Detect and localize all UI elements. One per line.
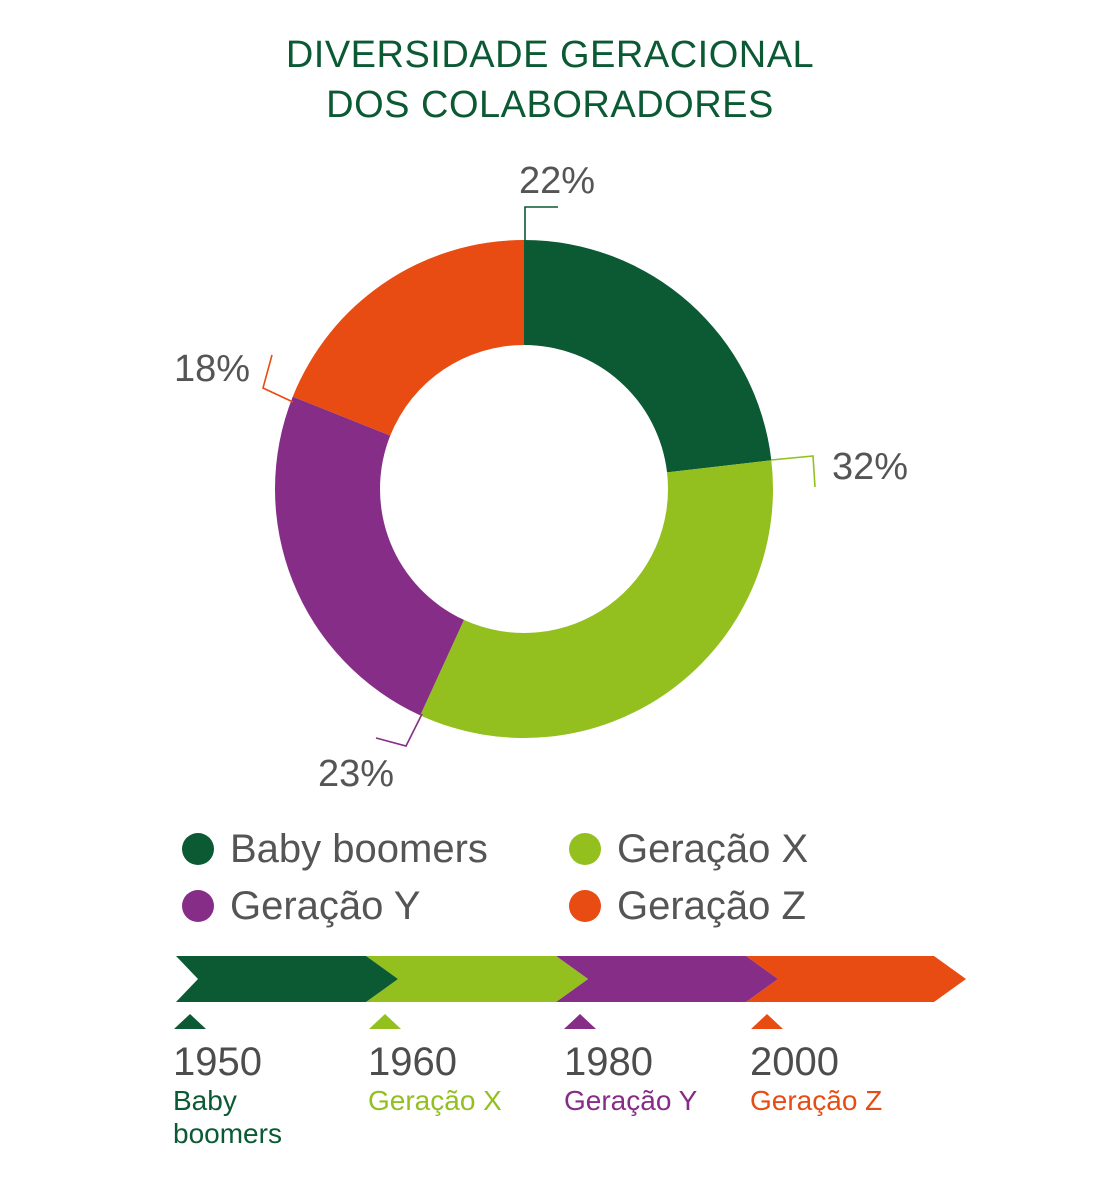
legend-label-baby-boomers: Baby boomers bbox=[230, 827, 488, 871]
timeline-year-1950: 1950 bbox=[173, 1040, 262, 1084]
slice-label-baby-boomers: 22% bbox=[519, 160, 595, 202]
leader-line-baby-boomers bbox=[524, 206, 558, 240]
donut-slice-geracao-y bbox=[275, 396, 464, 716]
donut-slice-geracao-z bbox=[292, 239, 524, 436]
timeline-generation-baby-boomers: Baby boomers bbox=[173, 1085, 282, 1150]
timeline-markers bbox=[174, 1014, 783, 1029]
slice-label-geracao-y: 23% bbox=[318, 753, 394, 795]
leader-line-geracao-x bbox=[770, 455, 816, 488]
leader-line-geracao-y bbox=[375, 713, 423, 747]
donut-slice-baby-boomers bbox=[524, 240, 772, 473]
timeline-marker-1980 bbox=[564, 1014, 596, 1029]
legend-dot-geracao-y bbox=[182, 890, 214, 922]
legend-item-baby-boomers: Baby boomers bbox=[182, 829, 488, 869]
legend-item-geracao-x: Geração X bbox=[569, 829, 808, 869]
legend-item-geracao-y: Geração Y bbox=[182, 886, 421, 926]
chart-title-line-2: DOS COLABORADORES bbox=[326, 84, 774, 126]
legend-label-geracao-x: Geração X bbox=[617, 827, 809, 871]
timeline-generation-geracao-x: Geração X bbox=[368, 1085, 502, 1116]
donut-slices bbox=[275, 239, 773, 738]
timeline-marker-1950 bbox=[174, 1014, 206, 1029]
slice-leader-lines bbox=[262, 206, 816, 747]
slice-percent-labels: 22% 32% 23% 18% bbox=[174, 160, 908, 795]
donut-slice-geracao-x bbox=[420, 460, 773, 738]
timeline-segment-geracao-y bbox=[556, 956, 778, 1002]
leader-line-geracao-z bbox=[262, 354, 294, 403]
timeline-arrow bbox=[176, 956, 966, 1002]
legend-dot-baby-boomers bbox=[182, 833, 214, 865]
legend-label-geracao-z: Geração Z bbox=[617, 884, 806, 928]
legend-label-geracao-y: Geração Y bbox=[230, 884, 421, 928]
slice-label-geracao-z: 18% bbox=[174, 348, 250, 390]
legend-dot-geracao-z bbox=[569, 890, 601, 922]
timeline-segment-geracao-x bbox=[366, 956, 588, 1002]
timeline-year-2000: 2000 bbox=[750, 1040, 839, 1084]
timeline-generation-geracao-y: Geração Y bbox=[564, 1085, 698, 1116]
legend-dot-geracao-x bbox=[569, 833, 601, 865]
timeline-year-1960: 1960 bbox=[368, 1040, 457, 1084]
timeline-marker-2000 bbox=[751, 1014, 783, 1029]
timeline-segment-baby-boomers bbox=[176, 956, 398, 1002]
chart-title-line-1: DIVERSIDADE GERACIONAL bbox=[285, 34, 815, 76]
slice-label-geracao-x: 32% bbox=[832, 446, 908, 488]
timeline-marker-1960 bbox=[369, 1014, 401, 1029]
timeline-generation-geracao-z: Geração Z bbox=[750, 1085, 883, 1116]
timeline-year-1980: 1980 bbox=[564, 1040, 653, 1084]
timeline-segment-geracao-z bbox=[746, 956, 966, 1002]
legend-item-geracao-z: Geração Z bbox=[569, 886, 806, 926]
